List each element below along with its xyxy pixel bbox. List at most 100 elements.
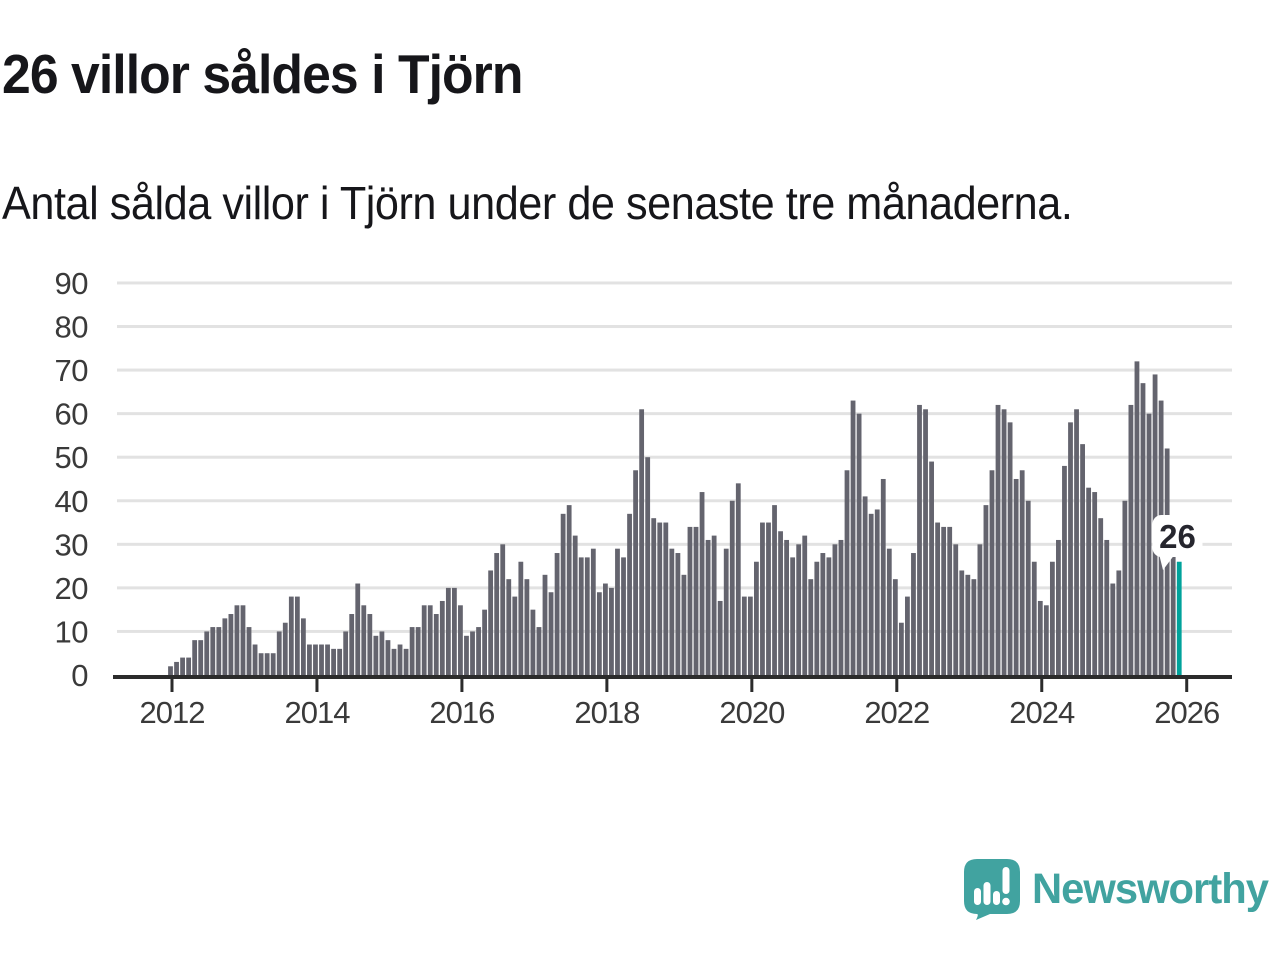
bar (512, 596, 518, 675)
bar (627, 513, 632, 675)
bar (621, 557, 626, 675)
y-axis-label: 60 (55, 397, 89, 432)
bar (506, 579, 512, 675)
bar (923, 409, 928, 675)
bar (307, 644, 312, 675)
bar (905, 596, 910, 675)
y-axis-label: 10 (55, 614, 89, 649)
bar (747, 596, 753, 675)
bar (832, 544, 838, 675)
gridline (117, 281, 1232, 285)
bar (1122, 500, 1128, 675)
bar (1098, 518, 1104, 675)
bar (808, 579, 814, 675)
bar (675, 553, 681, 675)
bar (355, 583, 361, 675)
bar (711, 535, 717, 675)
newsworthy-logo[interactable]: Newsworthy (963, 858, 1275, 920)
bar (717, 600, 723, 675)
bar (971, 579, 977, 675)
bar (687, 526, 693, 675)
bar (1134, 361, 1140, 675)
bar (313, 644, 318, 675)
bar (1110, 583, 1116, 675)
bar (796, 544, 802, 675)
bar (234, 605, 240, 675)
bar (294, 596, 300, 675)
bar (403, 648, 409, 675)
bar (391, 648, 397, 675)
bar (1037, 600, 1043, 675)
bar (536, 627, 542, 675)
bar (699, 492, 705, 675)
bar (705, 539, 711, 675)
bar (1062, 465, 1067, 675)
bar (633, 470, 638, 675)
bar (760, 522, 765, 675)
bar (953, 544, 959, 675)
bar (210, 627, 216, 675)
bar (965, 574, 971, 675)
bar (820, 553, 826, 675)
bar (180, 657, 185, 675)
logo-bar-1 (974, 888, 981, 905)
bar (1068, 422, 1073, 675)
bar (379, 631, 385, 675)
bar (941, 526, 947, 675)
bar (458, 605, 463, 675)
bar (276, 631, 282, 675)
x-axis-tick (750, 679, 754, 692)
bar (1025, 500, 1031, 675)
y-axis-label: 50 (55, 440, 89, 475)
x-axis-label: 2020 (719, 695, 785, 730)
bar (1104, 539, 1110, 675)
bar (723, 548, 729, 675)
bar (1043, 605, 1049, 675)
bar (1013, 478, 1019, 675)
bar (681, 574, 687, 675)
bar (1080, 444, 1085, 675)
bar (439, 600, 445, 675)
x-axis-tick (460, 679, 464, 692)
bar (741, 596, 747, 675)
bar (482, 609, 487, 675)
bar (494, 553, 500, 675)
bar (645, 457, 651, 675)
gridline (117, 412, 1232, 416)
x-axis-tick (315, 679, 319, 692)
bar (1056, 539, 1061, 675)
y-axis-label: 70 (55, 353, 89, 388)
bar (929, 461, 934, 675)
value-callout-text: 26 (1159, 518, 1196, 555)
bar (663, 522, 669, 675)
bar (729, 500, 735, 675)
bar (518, 561, 524, 675)
bar (524, 579, 530, 675)
bar (778, 531, 783, 675)
bar (566, 505, 572, 675)
bar (766, 522, 771, 675)
bar (989, 470, 995, 675)
chart-subtitle: Antal sålda villor i Tjörn under de sena… (2, 177, 1073, 229)
bar (1031, 561, 1037, 675)
bar (596, 592, 602, 675)
bar (1092, 492, 1098, 675)
value-callout-bubble (1152, 515, 1203, 557)
bar (246, 627, 252, 675)
bar (409, 627, 415, 675)
x-axis-tick (1040, 679, 1044, 692)
bar (1140, 383, 1146, 675)
x-axis-label: 2026 (1154, 695, 1219, 730)
bar (216, 627, 222, 675)
bar (735, 483, 741, 675)
bar (421, 605, 427, 675)
bar (530, 609, 536, 675)
bar (959, 570, 965, 675)
x-axis-tick (1185, 679, 1189, 692)
bar (470, 631, 475, 675)
x-axis-label: 2014 (284, 695, 350, 730)
bar (337, 648, 343, 675)
bar (754, 561, 759, 675)
gridline (117, 325, 1232, 329)
gridline (117, 455, 1232, 459)
